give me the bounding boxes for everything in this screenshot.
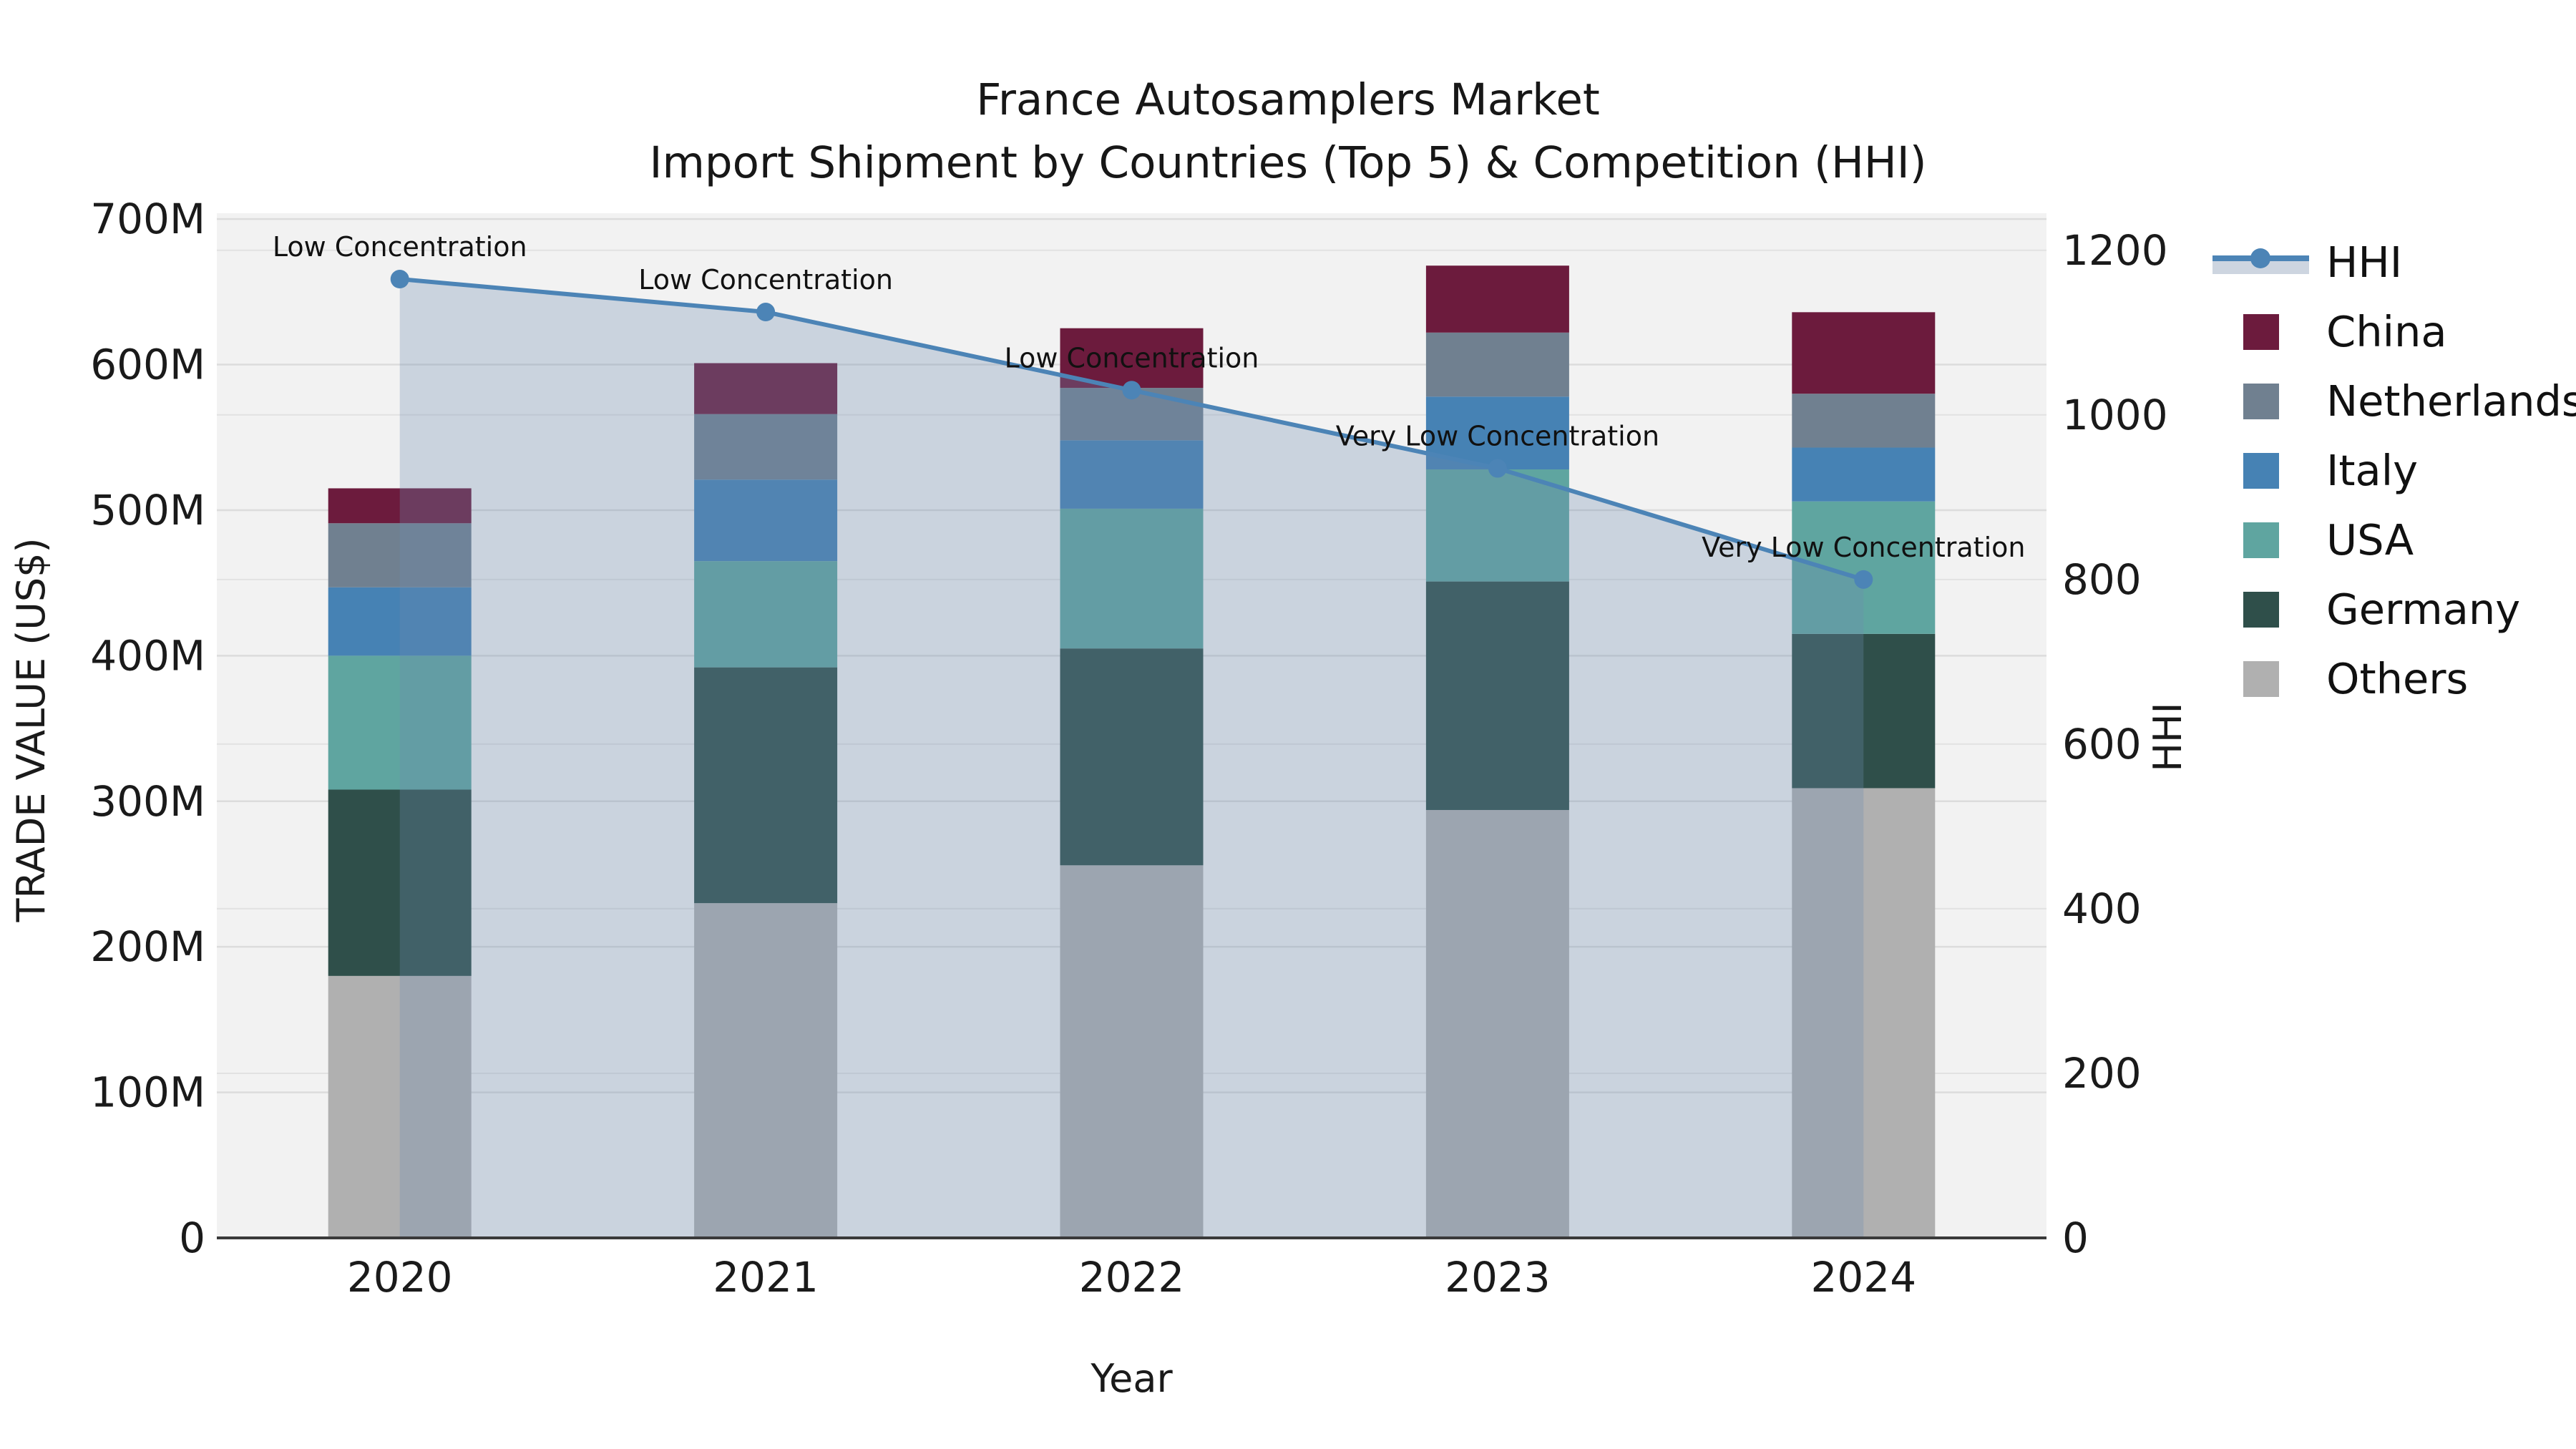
hhi-point-2021[interactable] (756, 303, 776, 322)
right-tick-800: 800 (2062, 555, 2142, 604)
annotation-2021: Low Concentration (638, 264, 893, 296)
right-tick-600: 600 (2062, 720, 2142, 769)
bar-Germany-2024[interactable] (1792, 633, 1936, 789)
left-tick-700M: 700M (90, 195, 205, 243)
legend-swatch-China (2212, 313, 2309, 350)
bar-Netherlands-2023[interactable] (1425, 332, 1569, 397)
right-tick-200: 200 (2062, 1049, 2142, 1098)
left-tick-300M: 300M (90, 777, 205, 826)
annotation-2022: Low Concentration (1005, 342, 1259, 374)
bar-Germany-2021[interactable] (694, 667, 838, 904)
bar-Others-2023[interactable] (1425, 809, 1569, 1238)
annotation-2024: Very Low Concentration (1702, 532, 2025, 563)
bar-Germany-2022[interactable] (1060, 648, 1204, 866)
legend-item-Germany[interactable]: Germany (2212, 575, 2576, 644)
legend-swatch-Italy (2212, 452, 2309, 489)
bar-USA-2022[interactable] (1060, 508, 1204, 649)
legend-item-USA[interactable]: USA (2212, 505, 2576, 575)
left-tick-0: 0 (179, 1214, 205, 1262)
bar-China-2023[interactable] (1425, 265, 1569, 333)
right-tick-1000: 1000 (2062, 391, 2168, 439)
legend-swatch-Germany (2212, 591, 2309, 628)
bar-USA-2023[interactable] (1425, 469, 1569, 582)
x-tick-2020: 2020 (347, 1253, 453, 1302)
x-tick-2024: 2024 (1810, 1253, 1916, 1302)
legend-swatch-Netherlands (2212, 383, 2309, 419)
hhi-point-2023[interactable] (1488, 459, 1507, 478)
left-tick-400M: 400M (90, 631, 205, 680)
legend-swatch-USA (2212, 522, 2309, 558)
bar-USA-2021[interactable] (694, 561, 838, 668)
bar-Germany-2023[interactable] (1425, 581, 1569, 810)
bar-Others-2024[interactable] (1792, 788, 1936, 1238)
x-tick-2023: 2023 (1445, 1253, 1551, 1302)
legend-label-Netherlands: Netherlands (2326, 376, 2576, 426)
hhi-point-2020[interactable] (390, 270, 409, 289)
legend-item-Italy[interactable]: Italy (2212, 436, 2576, 505)
chart-title-line2: Import Shipment by Countries (Top 5) & C… (649, 137, 1927, 188)
right-axis-title: HHI (2145, 702, 2190, 771)
bar-USA-2024[interactable] (1792, 501, 1936, 634)
right-tick-1200: 1200 (2062, 226, 2168, 275)
bar-Others-2022[interactable] (1060, 865, 1204, 1238)
bar-Others-2021[interactable] (694, 903, 838, 1238)
chart-title: France Autosamplers Market Import Shipme… (0, 69, 2576, 195)
legend-item-Netherlands[interactable]: Netherlands (2212, 366, 2576, 436)
left-tick-500M: 500M (90, 486, 205, 535)
annotation-2023: Very Low Concentration (1336, 421, 1659, 452)
chart-legend: HHI China Netherlands Italy USA Germany Others (2212, 228, 2576, 713)
bar-Italy-2024[interactable] (1792, 447, 1936, 502)
legend-label-HHI: HHI (2326, 238, 2403, 287)
left-tick-100M: 100M (90, 1068, 205, 1117)
right-tick-400: 400 (2062, 884, 2142, 933)
x-axis-title: Year (1090, 1356, 1173, 1401)
x-tick-2022: 2022 (1079, 1253, 1185, 1302)
legend-item-China[interactable]: China (2212, 297, 2576, 366)
legend-item-Others[interactable]: Others (2212, 644, 2576, 713)
bar-Netherlands-2024[interactable] (1792, 394, 1936, 448)
bar-USA-2020[interactable] (328, 655, 472, 790)
bar-Others-2020[interactable] (328, 975, 472, 1238)
left-tick-600M: 600M (90, 341, 205, 389)
legend-label-Others: Others (2326, 654, 2469, 703)
x-tick-2021: 2021 (713, 1253, 819, 1302)
left-tick-200M: 200M (90, 922, 205, 971)
hhi-point-2024[interactable] (1854, 570, 1873, 589)
bar-Italy-2021[interactable] (694, 479, 838, 562)
bar-Italy-2022[interactable] (1060, 440, 1204, 509)
left-axis-title: TRADE VALUE (US$) (9, 537, 54, 922)
bar-Italy-2020[interactable] (328, 587, 472, 656)
legend-item-HHI[interactable]: HHI (2212, 228, 2576, 297)
chart-title-line1: France Autosamplers Market (976, 74, 1600, 125)
legend-label-China: China (2326, 307, 2447, 356)
bar-Germany-2020[interactable] (328, 789, 472, 976)
legend-label-Germany: Germany (2326, 585, 2521, 634)
legend-label-Italy: Italy (2326, 446, 2418, 495)
bar-China-2024[interactable] (1792, 312, 1936, 394)
bar-China-2021[interactable] (694, 363, 838, 414)
bar-Netherlands-2020[interactable] (328, 523, 472, 587)
right-tick-0: 0 (2062, 1214, 2089, 1262)
bar-Netherlands-2021[interactable] (694, 414, 838, 480)
annotation-2020: Low Concentration (273, 231, 527, 263)
hhi-line-sample-icon (2212, 240, 2309, 286)
hhi-area-fill (399, 279, 1864, 1238)
bar-China-2020[interactable] (328, 488, 472, 524)
legend-label-USA: USA (2326, 515, 2414, 565)
hhi-point-2022[interactable] (1122, 381, 1141, 400)
legend-swatch-Others (2212, 660, 2309, 697)
